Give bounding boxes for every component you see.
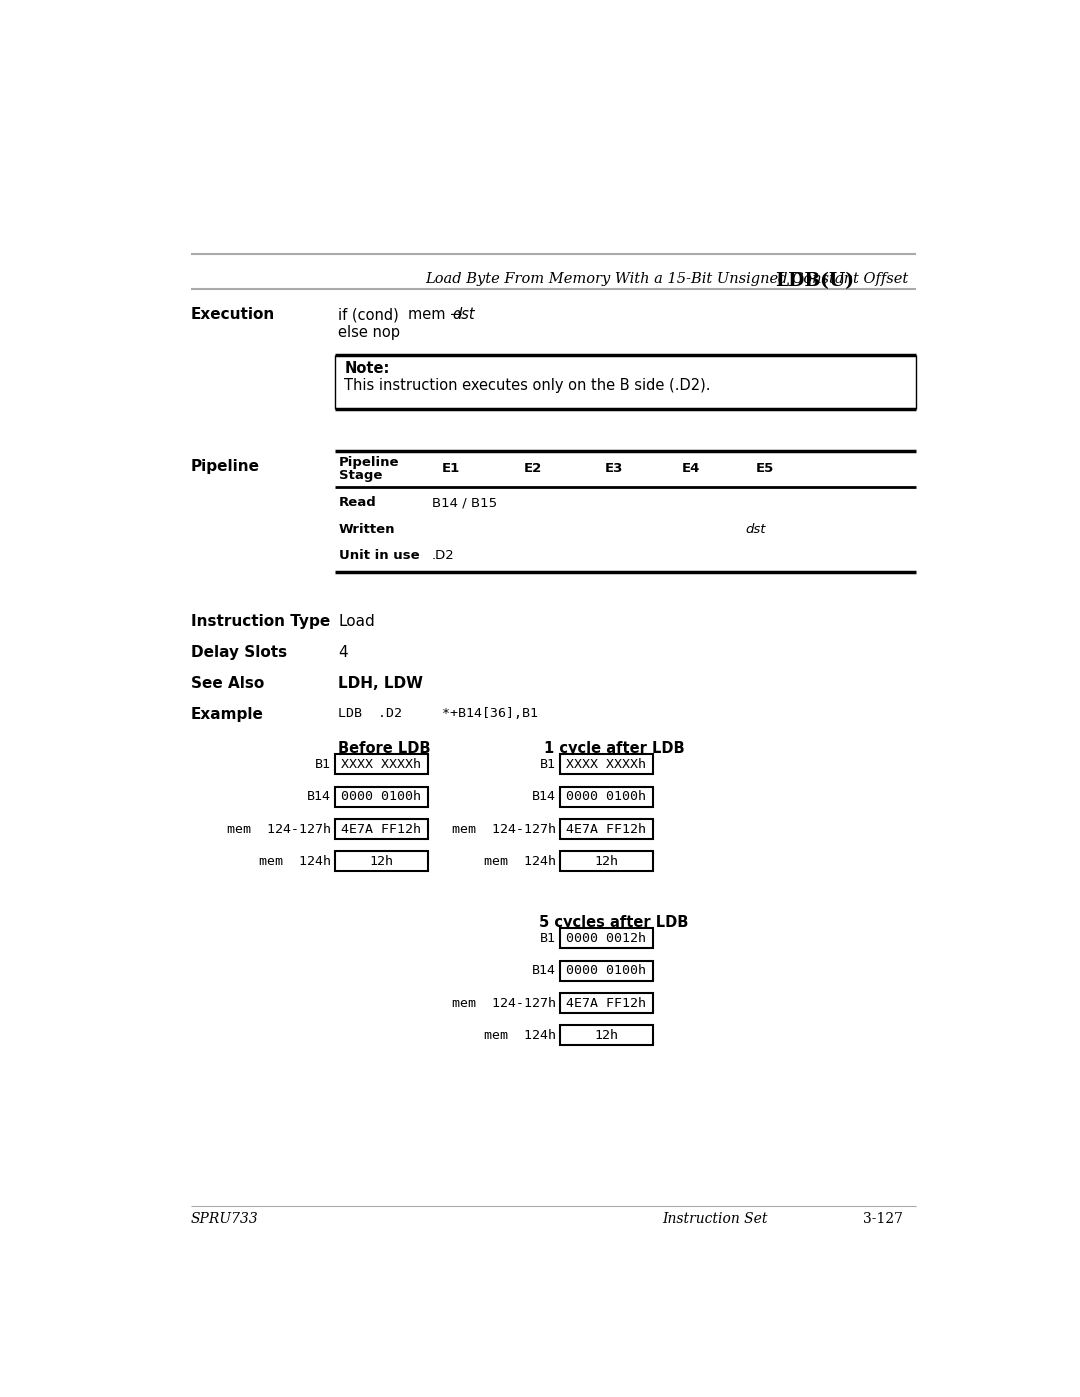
Text: LDB  .D2     *+B14[36],B1: LDB .D2 *+B14[36],B1 [338, 707, 538, 719]
Bar [559, 993, 652, 1013]
Text: 12h: 12h [594, 855, 618, 868]
Bar [559, 819, 652, 840]
Text: 0000 0100h: 0000 0100h [566, 964, 646, 978]
Text: B14: B14 [307, 791, 332, 803]
Bar [559, 1025, 652, 1045]
Text: 4E7A FF12h: 4E7A FF12h [566, 996, 646, 1010]
Text: 12h: 12h [369, 855, 393, 868]
Text: Written: Written [339, 522, 395, 535]
Text: 1 cycle after LDB: 1 cycle after LDB [543, 742, 685, 756]
Text: 12h: 12h [594, 1030, 618, 1042]
Text: B1: B1 [540, 759, 556, 771]
Text: .D2: .D2 [432, 549, 455, 562]
Text: E3: E3 [605, 462, 623, 475]
Text: LDH, LDW: LDH, LDW [338, 676, 423, 692]
Text: Example: Example [191, 707, 264, 722]
Text: mem  124-127h: mem 124-127h [451, 996, 556, 1010]
Bar [335, 819, 428, 840]
Text: 5 cycles after LDB: 5 cycles after LDB [539, 915, 689, 930]
Text: 0000 0100h: 0000 0100h [341, 791, 421, 803]
Text: mem →: mem → [408, 307, 467, 323]
Bar [559, 754, 652, 774]
Text: else nop: else nop [338, 326, 400, 341]
Text: 4: 4 [338, 645, 348, 659]
Text: Before LDB: Before LDB [338, 742, 431, 756]
Text: Read: Read [339, 496, 377, 510]
Text: Pipeline: Pipeline [191, 458, 260, 474]
Text: Instruction Type: Instruction Type [191, 615, 330, 629]
Text: XXXX XXXXh: XXXX XXXXh [566, 759, 646, 771]
Bar [335, 754, 428, 774]
Text: mem  124-127h: mem 124-127h [451, 823, 556, 835]
Text: mem  124h: mem 124h [484, 1030, 556, 1042]
Text: 3-127: 3-127 [864, 1211, 904, 1225]
Text: Execution: Execution [191, 307, 275, 323]
Text: XXXX XXXXh: XXXX XXXXh [341, 759, 421, 771]
Bar [335, 851, 428, 872]
Text: Stage: Stage [339, 469, 382, 482]
Bar [559, 961, 652, 981]
Text: Unit in use: Unit in use [339, 549, 419, 562]
Text: dst: dst [453, 307, 475, 323]
Text: 4E7A FF12h: 4E7A FF12h [566, 823, 646, 835]
Text: B14: B14 [531, 964, 556, 978]
Text: Load: Load [338, 615, 375, 629]
Text: E1: E1 [442, 462, 460, 475]
Text: 0000 0012h: 0000 0012h [566, 932, 646, 944]
Text: E2: E2 [524, 462, 541, 475]
Text: mem  124h: mem 124h [259, 855, 332, 868]
Text: B1: B1 [315, 759, 332, 771]
Bar [335, 787, 428, 806]
Text: See Also: See Also [191, 676, 264, 692]
Text: Note:: Note: [345, 360, 390, 376]
Text: This instruction executes only on the B side (.D2).: This instruction executes only on the B … [345, 377, 711, 393]
Text: E5: E5 [756, 462, 774, 475]
Bar [559, 851, 652, 872]
Text: dst: dst [745, 522, 766, 535]
Text: Instruction Set: Instruction Set [662, 1211, 768, 1225]
Bar [559, 929, 652, 949]
Text: B14 / B15: B14 / B15 [432, 496, 497, 510]
Text: B14: B14 [531, 791, 556, 803]
Text: B1: B1 [540, 932, 556, 944]
Text: Delay Slots: Delay Slots [191, 645, 287, 659]
Bar [559, 787, 652, 806]
Text: LDB(U): LDB(U) [775, 272, 854, 291]
Text: mem  124h: mem 124h [484, 855, 556, 868]
Text: Pipeline: Pipeline [339, 455, 400, 468]
Text: E4: E4 [683, 462, 701, 475]
Text: Load Byte From Memory With a 15-Bit Unsigned Constant Offset: Load Byte From Memory With a 15-Bit Unsi… [426, 272, 909, 286]
Text: mem  124-127h: mem 124-127h [227, 823, 332, 835]
Text: SPRU733: SPRU733 [191, 1211, 258, 1225]
Text: if (cond): if (cond) [338, 307, 399, 323]
Text: 0000 0100h: 0000 0100h [566, 791, 646, 803]
Text: 4E7A FF12h: 4E7A FF12h [341, 823, 421, 835]
